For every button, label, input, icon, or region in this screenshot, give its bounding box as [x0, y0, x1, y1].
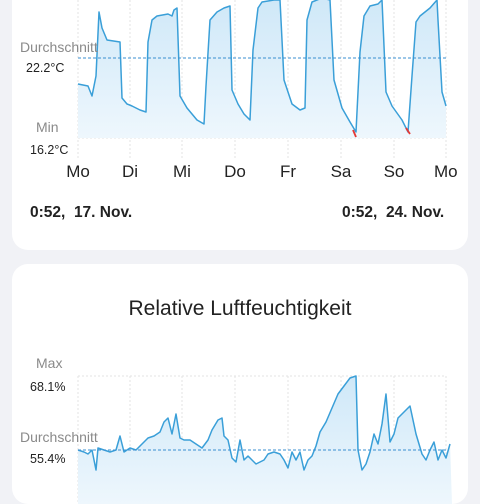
day-label: So [384, 162, 405, 181]
range-start-date: 0:52, 17. Nov. [30, 204, 133, 221]
temp-avg-value: 22.2°C [26, 61, 64, 75]
temp-min-value: 16.2°C [30, 143, 68, 157]
day-label: Fr [280, 162, 296, 181]
day-label: Mo [66, 162, 90, 181]
temperature-chart: Durchschnitt 22.2°C Min 16.2°C Mo Di Mi … [20, 0, 458, 181]
humidity-chart: Max 68.1% Durchschnitt 55.4% [20, 355, 452, 504]
temperature-card: Durchschnitt 22.2°C Min 16.2°C Mo Di Mi … [12, 0, 468, 250]
temp-low-segment-2 [405, 127, 411, 135]
temp-day-axis: Mo Di Mi Do Fr Sa So Mo [66, 162, 457, 181]
day-label: Mo [434, 162, 458, 181]
day-label: Sa [331, 162, 352, 181]
humidity-line [77, 375, 451, 471]
humidity-card: Relative Luftfeuchtigkeit Max 68.1% Durc… [12, 264, 468, 504]
temp-low-segment-1 [352, 129, 357, 138]
day-label: Mi [173, 162, 191, 181]
hum-max-label: Max [36, 355, 62, 371]
temp-min-label: Min [36, 119, 59, 135]
hum-avg-value: 55.4% [30, 452, 65, 466]
day-label: Do [224, 162, 246, 181]
humidity-title: Relative Luftfeuchtigkeit [128, 297, 352, 320]
temp-line [77, 0, 447, 133]
hum-avg-label: Durchschnitt [20, 429, 98, 445]
temp-area [78, 0, 446, 138]
day-label: Di [122, 162, 138, 181]
humidity-area [78, 376, 452, 504]
temp-avg-label: Durchschnitt [20, 39, 98, 55]
hum-max-value: 68.1% [30, 380, 65, 394]
range-end-date: 0:52, 24. Nov. [342, 204, 445, 221]
